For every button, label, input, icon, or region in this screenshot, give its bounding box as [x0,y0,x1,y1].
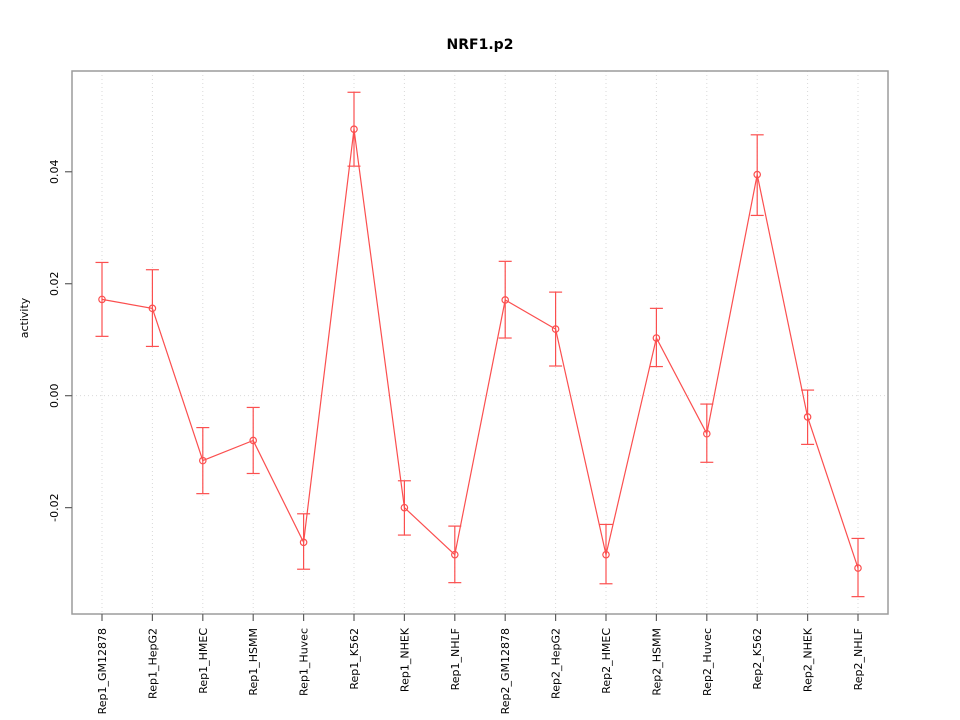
data-point [753,170,762,179]
data-point [501,296,510,304]
y-tick-label: -0.02 [48,493,61,521]
y-axis-ticks [65,171,72,509]
x-tick-label: Rep2_NHEK [802,627,815,692]
data-point [98,295,106,304]
data-point [199,456,207,465]
x-tick-label: Rep2_GM12878 [499,628,512,714]
activity-line [101,129,859,569]
y-tick-label: 0.02 [48,271,61,296]
data-point [249,436,258,445]
error-bars [95,91,865,598]
data-point [350,125,358,134]
x-tick-label: Rep1_HMEC [197,628,210,694]
x-tick-label: Rep1_GM12878 [96,628,109,714]
data-point [652,334,661,342]
error-bar [95,261,109,337]
x-tick-label: Rep2_HMEC [600,628,613,694]
x-tick-label: Rep1_HSMM [247,628,260,696]
x-tick-label: Rep2_Huvec [701,628,714,696]
x-tick-label: Rep2_K562 [751,628,764,690]
x-tick-label: Rep2_HSMM [650,628,663,696]
x-tick-label: Rep2_NHLF [852,628,865,690]
data-point [702,429,711,438]
plot-border [71,70,889,615]
category-gridlines [101,71,859,614]
data-line [101,129,859,569]
x-tick-label: Rep1_NHLF [449,628,462,690]
plot-box [71,70,889,615]
x-tick-label: Rep1_HepG2 [146,628,159,699]
y-tick-label: 0.00 [48,383,61,408]
x-tick-label: Rep2_HepG2 [550,628,563,699]
data-point [299,538,308,547]
data-points [98,125,862,572]
x-tick-label: Rep1_NHEK [398,627,411,692]
x-tick-label: Rep1_Huvec [298,628,311,696]
data-point [602,550,610,559]
x-axis-ticks [101,614,859,621]
y-tick-label: 0.04 [48,160,61,185]
y-axis-label: activity [18,297,31,338]
chart-title: NRF1.p2 [447,37,514,53]
data-point [803,413,812,421]
data-point [854,564,862,572]
y-tick-labels: -0.02 0.00 0.02 0.04 [48,160,61,522]
data-point [148,304,157,313]
x-tick-label: Rep1_K562 [348,628,361,690]
data-point [551,325,560,333]
data-point [400,503,409,512]
data-point [450,550,459,559]
x-tick-labels: Rep1_GM12878 Rep1_HepG2 Rep1_HMEC Rep1_HSMM… [96,627,865,714]
